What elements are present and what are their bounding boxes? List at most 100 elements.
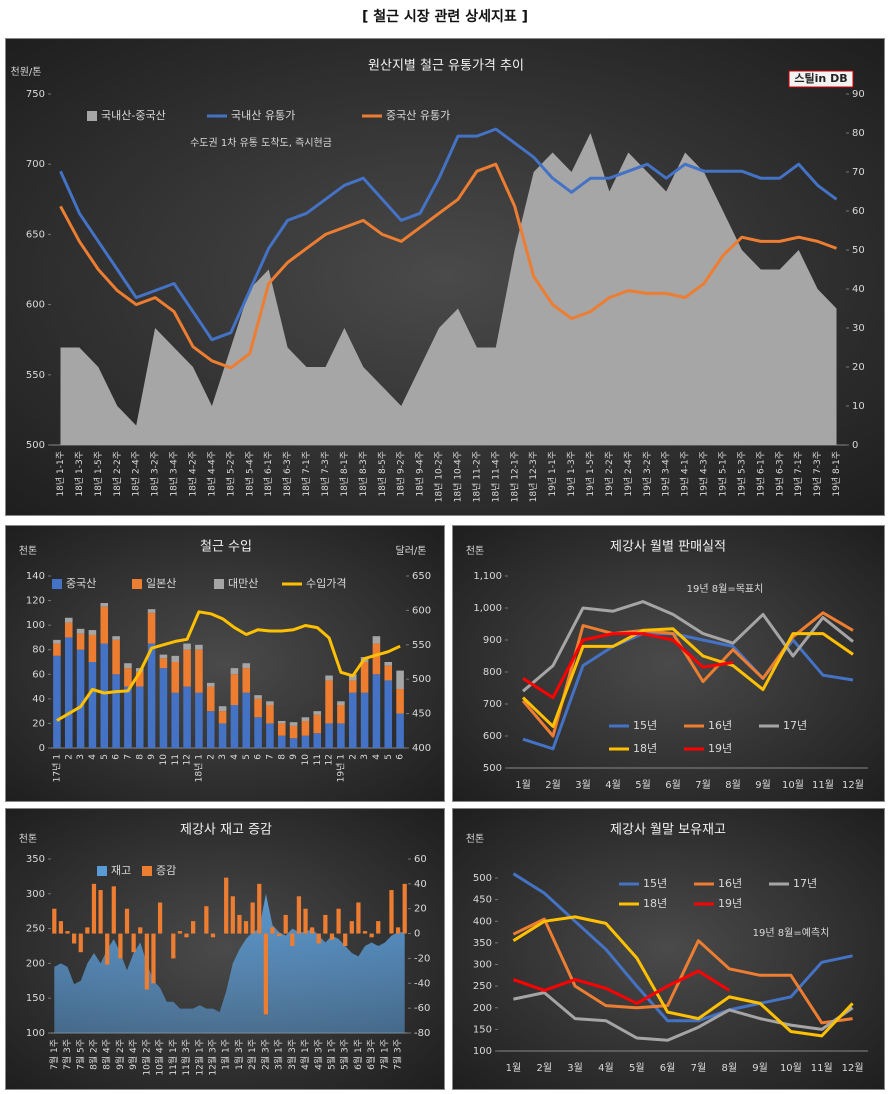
y-tick-label: 350	[473, 938, 492, 949]
x-tick-label: 11	[313, 754, 323, 765]
x-tick-label: 19년 1-5주	[585, 451, 596, 497]
bar	[206, 686, 215, 712]
line	[512, 917, 853, 1025]
y-tick-label: 150	[26, 993, 45, 1004]
x-tick-label: 5	[384, 754, 394, 760]
x-tick-label: 11월 1주	[167, 1039, 179, 1076]
bar	[147, 643, 156, 748]
y-tick-label: 1,000	[473, 603, 502, 614]
x-tick-label: 7월 5주	[74, 1039, 86, 1070]
bar	[195, 649, 203, 693]
legend-swatch	[52, 579, 62, 589]
bar	[206, 682, 215, 687]
legend-label: 19년	[718, 897, 742, 910]
bar	[242, 663, 251, 669]
bar	[138, 927, 143, 934]
bar	[124, 668, 132, 687]
bar	[316, 933, 321, 944]
bar	[88, 634, 97, 662]
legend-swatch	[132, 579, 142, 589]
x-tick-label: 18년 6-3주	[282, 451, 293, 497]
y-tick-label: 500	[26, 440, 45, 451]
bar	[336, 908, 341, 934]
bar	[131, 933, 136, 953]
bar	[210, 933, 216, 938]
bar	[76, 649, 85, 748]
bar	[263, 933, 268, 1015]
panel: 원산지별 철근 유통가격 추이 천원/톤 수도권 1차 유통 도착도, 즉시현금 스틸…	[5, 38, 885, 516]
line	[521, 627, 854, 728]
x-tick-label: 6월	[665, 779, 681, 791]
bar	[100, 603, 109, 607]
x-tick-label: 12월	[842, 779, 864, 791]
bar	[369, 933, 374, 938]
x-tick-label: 19년 4-3주	[699, 451, 710, 497]
bar	[204, 906, 209, 934]
bar	[183, 649, 191, 687]
bar	[325, 723, 333, 748]
bar	[64, 637, 73, 748]
bar	[289, 725, 298, 739]
x-tick-label: 19년 1-1주	[547, 451, 558, 497]
y-tick-label: 400	[473, 916, 492, 927]
bar	[270, 927, 275, 934]
y2-tick-label: 30	[852, 323, 865, 334]
x-tick-label: 1월	[506, 1062, 522, 1074]
x-tick-label: 18년 10-2주	[434, 451, 445, 502]
y2-tick-label: 20	[414, 904, 427, 915]
x-tick-label: 9	[147, 754, 157, 760]
x-tick-label: 19년 2-2주	[604, 451, 615, 497]
bar	[230, 705, 239, 748]
page-title: [ 철근 시장 관련 상세지표 ]	[362, 9, 528, 25]
x-tick-label: 6월 3주	[365, 1039, 377, 1070]
bar	[266, 723, 274, 748]
x-tick-label: 3월	[567, 1062, 583, 1074]
x-tick-label: 5월 3주	[339, 1039, 351, 1070]
bar	[64, 617, 73, 623]
x-tick-label: 19년 8-1주	[831, 451, 842, 497]
y-tick-label: 60	[32, 669, 45, 680]
bar	[384, 662, 393, 666]
legend-label: 국내산-중국산	[101, 109, 166, 122]
legend-swatch	[97, 866, 107, 876]
x-tick-label: 10월 2주	[140, 1039, 152, 1076]
y2-tick-label: 80	[852, 128, 865, 139]
x-tick-label: 5월	[629, 1062, 645, 1074]
bar	[313, 711, 322, 715]
line	[522, 632, 734, 700]
bar	[183, 686, 191, 748]
legend-label: 재고	[111, 864, 131, 877]
x-tick-label: 18년 1-3주	[74, 451, 85, 497]
x-tick-label: 19년 5-3주	[736, 451, 747, 497]
y2-tick-label: -20	[414, 953, 430, 964]
bar	[53, 655, 61, 748]
x-tick-label: 6	[112, 754, 122, 760]
y-tick-label: 900	[483, 635, 502, 646]
bar	[384, 665, 393, 681]
panel: 철근 수입 천톤 달러/톤 0 20 40 60 80 100 120 140 400 450 500 55…	[5, 525, 445, 802]
legend-swatch	[87, 111, 97, 121]
bar	[337, 723, 345, 748]
bar	[72, 933, 77, 944]
bar	[301, 717, 310, 721]
y2-tick-label: 600	[412, 605, 431, 616]
x-tick-label: 5월 1주	[325, 1039, 337, 1070]
y-tick-label: 250	[26, 924, 45, 935]
y-tick-label: 250	[473, 981, 492, 992]
bar	[266, 705, 274, 724]
x-tick-label: 4	[230, 754, 240, 760]
bar	[389, 890, 394, 934]
annotation: 수도권 1차 유통 도착도, 즉시현금	[190, 137, 332, 149]
x-tick-label: 12	[325, 754, 335, 765]
bar	[396, 689, 404, 714]
bar	[230, 674, 239, 705]
y-tick-label: 200	[26, 958, 45, 969]
x-tick-label: 3월 3주	[286, 1039, 298, 1070]
bar	[277, 723, 286, 736]
x-tick-label: 1월 3주	[233, 1039, 245, 1070]
x-tick-label: 18년 10-4주	[452, 451, 463, 502]
y-tick-label: 500	[473, 873, 492, 884]
y-tick-label: 750	[26, 89, 45, 100]
x-tick-label: 18년 2-4주	[131, 451, 142, 497]
x-tick-label: 2	[206, 754, 216, 760]
